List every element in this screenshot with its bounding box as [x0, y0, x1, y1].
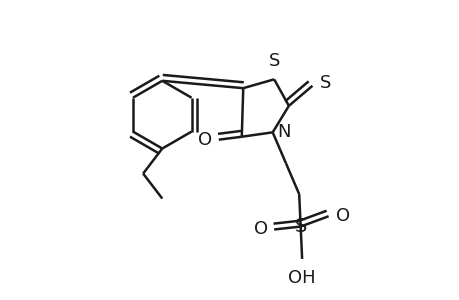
- Text: S: S: [294, 217, 306, 236]
- Text: O: O: [253, 220, 267, 238]
- Text: O: O: [198, 131, 212, 149]
- Text: O: O: [335, 207, 349, 225]
- Text: S: S: [268, 52, 279, 70]
- Text: S: S: [319, 74, 330, 92]
- Text: OH: OH: [288, 269, 315, 287]
- Text: N: N: [276, 123, 290, 141]
